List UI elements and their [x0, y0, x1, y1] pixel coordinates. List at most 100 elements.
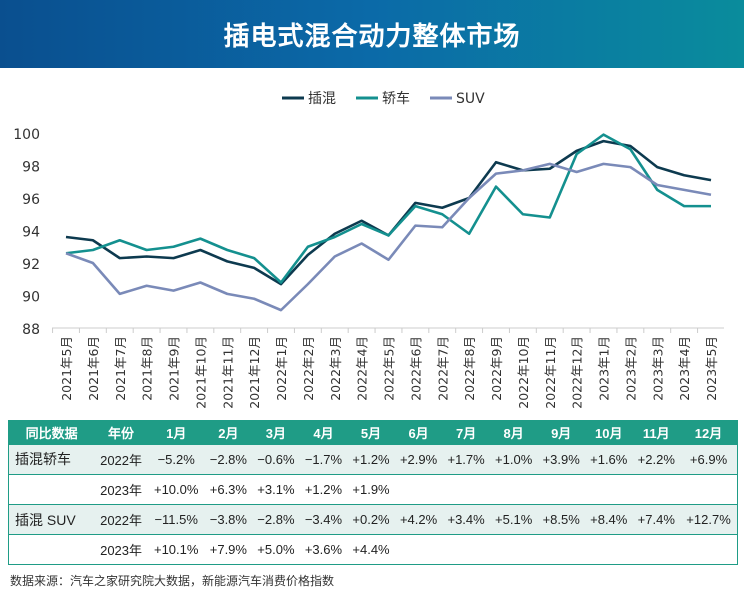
- header-cell: 11月: [632, 420, 681, 445]
- y-tick-label: 98: [22, 160, 40, 176]
- value-cell: [584, 474, 633, 505]
- series-line-轿车: [65, 133, 711, 284]
- x-tick-label: 2022年11月: [543, 336, 558, 409]
- group-cell: [8, 474, 95, 505]
- x-tick-label: 2021年6月: [86, 336, 101, 401]
- value-cell: +4.4%: [347, 534, 395, 565]
- legend-label: SUV: [456, 91, 485, 107]
- value-cell: +8.5%: [537, 504, 585, 535]
- line-chart: 88 90 92 94 96 98 100 2021年5月 2021年6月 2021年7月 2021…: [13, 90, 724, 409]
- value-cell: +1.6%: [584, 444, 633, 475]
- year-cell: 2022年: [94, 504, 148, 535]
- value-cell: −3.8%: [204, 504, 253, 535]
- table-row: 2023年 +10.0% +6.3% +3.1% +1.2% +1.9%: [8, 474, 738, 505]
- table-row: 插混轿车 2022年 −5.2% −2.8% −0.6% −1.7% +1.2% +2.9% +…: [8, 444, 738, 475]
- legend-label: 插混: [308, 91, 336, 107]
- x-tick-label: 2022年12月: [570, 336, 585, 409]
- value-cell: [680, 534, 738, 565]
- value-cell: +3.4%: [442, 504, 490, 535]
- group-cell: [8, 534, 95, 565]
- y-tick-label: 92: [22, 257, 40, 273]
- value-cell: [442, 534, 490, 565]
- legend-label: 轿车: [382, 90, 410, 107]
- value-cell: [632, 534, 681, 565]
- source-note: 数据来源：汽车之家研究院大数据，新能源汽车消费价格指数: [10, 574, 335, 588]
- x-tick-label: 2022年6月: [408, 336, 423, 401]
- value-cell: +8.4%: [584, 504, 633, 535]
- header-cell: 10月: [584, 420, 633, 445]
- header-cell: 7月: [442, 420, 490, 445]
- x-tick-label: 2023年2月: [623, 336, 638, 401]
- year-cell: 2022年: [94, 444, 148, 475]
- value-cell: +12.7%: [680, 504, 738, 535]
- value-cell: −3.4%: [299, 504, 348, 535]
- value-cell: +1.7%: [442, 444, 490, 475]
- x-tick-label: 2022年9月: [489, 336, 504, 401]
- value-cell: [680, 474, 738, 505]
- value-cell: [537, 474, 585, 505]
- value-cell: +6.9%: [680, 444, 738, 475]
- header-cell: 2月: [204, 420, 253, 445]
- x-tick-label: 2022年4月: [355, 336, 370, 401]
- x-tick-label: 2021年5月: [59, 336, 74, 401]
- y-tick-label: 88: [22, 322, 40, 338]
- value-cell: [394, 534, 443, 565]
- header-cell: 年份: [94, 420, 148, 445]
- value-cell: −11.5%: [147, 504, 205, 535]
- value-cell: +3.9%: [537, 444, 585, 475]
- value-cell: +10.0%: [147, 474, 205, 505]
- x-tick-label: 2022年3月: [328, 336, 343, 401]
- value-cell: +2.9%: [394, 444, 443, 475]
- group-cell: 插混轿车: [8, 444, 95, 475]
- value-cell: −2.8%: [252, 504, 300, 535]
- x-tick-label: 2021年11月: [220, 336, 235, 409]
- x-tick-label: 2023年4月: [677, 336, 692, 401]
- header-cell: 9月: [537, 420, 585, 445]
- value-cell: +1.9%: [347, 474, 395, 505]
- header-cell: 1月: [147, 420, 205, 445]
- value-cell: +7.9%: [204, 534, 253, 565]
- value-cell: +10.1%: [147, 534, 205, 565]
- x-tick-label: 2023年1月: [597, 336, 612, 401]
- x-tick-label: 2022年8月: [462, 336, 477, 401]
- value-cell: [584, 534, 633, 565]
- year-cell: 2023年: [94, 474, 148, 505]
- x-tick-label: 2022年1月: [274, 336, 289, 401]
- yoy-table: 同比数据 年份 1月 2月 3月 4月 5月 6月 7月 8月 9月 10月 11月 12月 插混轿车 202…: [8, 420, 738, 565]
- x-tick-label: 2021年10月: [193, 336, 208, 409]
- year-cell: 2023年: [94, 534, 148, 565]
- header-cell: 6月: [394, 420, 443, 445]
- series-line-插混: [65, 139, 712, 286]
- page-title: 插电式混合动力整体市场: [223, 21, 521, 52]
- value-cell: +6.3%: [204, 474, 253, 505]
- value-cell: +3.1%: [252, 474, 300, 505]
- value-cell: [632, 474, 681, 505]
- value-cell: [489, 534, 538, 565]
- value-cell: +7.4%: [632, 504, 681, 535]
- value-cell: +3.6%: [299, 534, 348, 565]
- value-cell: +4.2%: [394, 504, 443, 535]
- x-tick-label: 2022年7月: [435, 336, 450, 401]
- y-tick-label: 96: [22, 192, 40, 208]
- y-tick-label: 90: [22, 290, 40, 306]
- value-cell: −1.7%: [299, 444, 348, 475]
- value-cell: −5.2%: [147, 444, 205, 475]
- value-cell: +1.0%: [489, 444, 538, 475]
- group-cell: 插混 SUV: [8, 504, 95, 535]
- header-cell: 5月: [347, 420, 395, 445]
- y-tick-label: 94: [22, 225, 40, 241]
- header-cell: 同比数据: [8, 420, 95, 445]
- x-tick-label: 2022年5月: [382, 336, 397, 401]
- x-tick-label: 2022年2月: [301, 336, 316, 401]
- value-cell: +1.2%: [347, 444, 395, 475]
- table-header: 同比数据 年份 1月 2月 3月 4月 5月 6月 7月 8月 9月 10月 11月 12月: [8, 420, 738, 445]
- value-cell: +2.2%: [632, 444, 681, 475]
- x-tick-label: 2021年8月: [140, 336, 155, 401]
- value-cell: [537, 534, 585, 565]
- table-row: 2023年 +10.1% +7.9% +5.0% +3.6% +4.4%: [8, 534, 738, 565]
- value-cell: +0.2%: [347, 504, 395, 535]
- value-cell: [489, 474, 538, 505]
- x-tick-label: 2023年3月: [650, 336, 665, 401]
- value-cell: +5.0%: [252, 534, 300, 565]
- header-cell: 4月: [299, 420, 348, 445]
